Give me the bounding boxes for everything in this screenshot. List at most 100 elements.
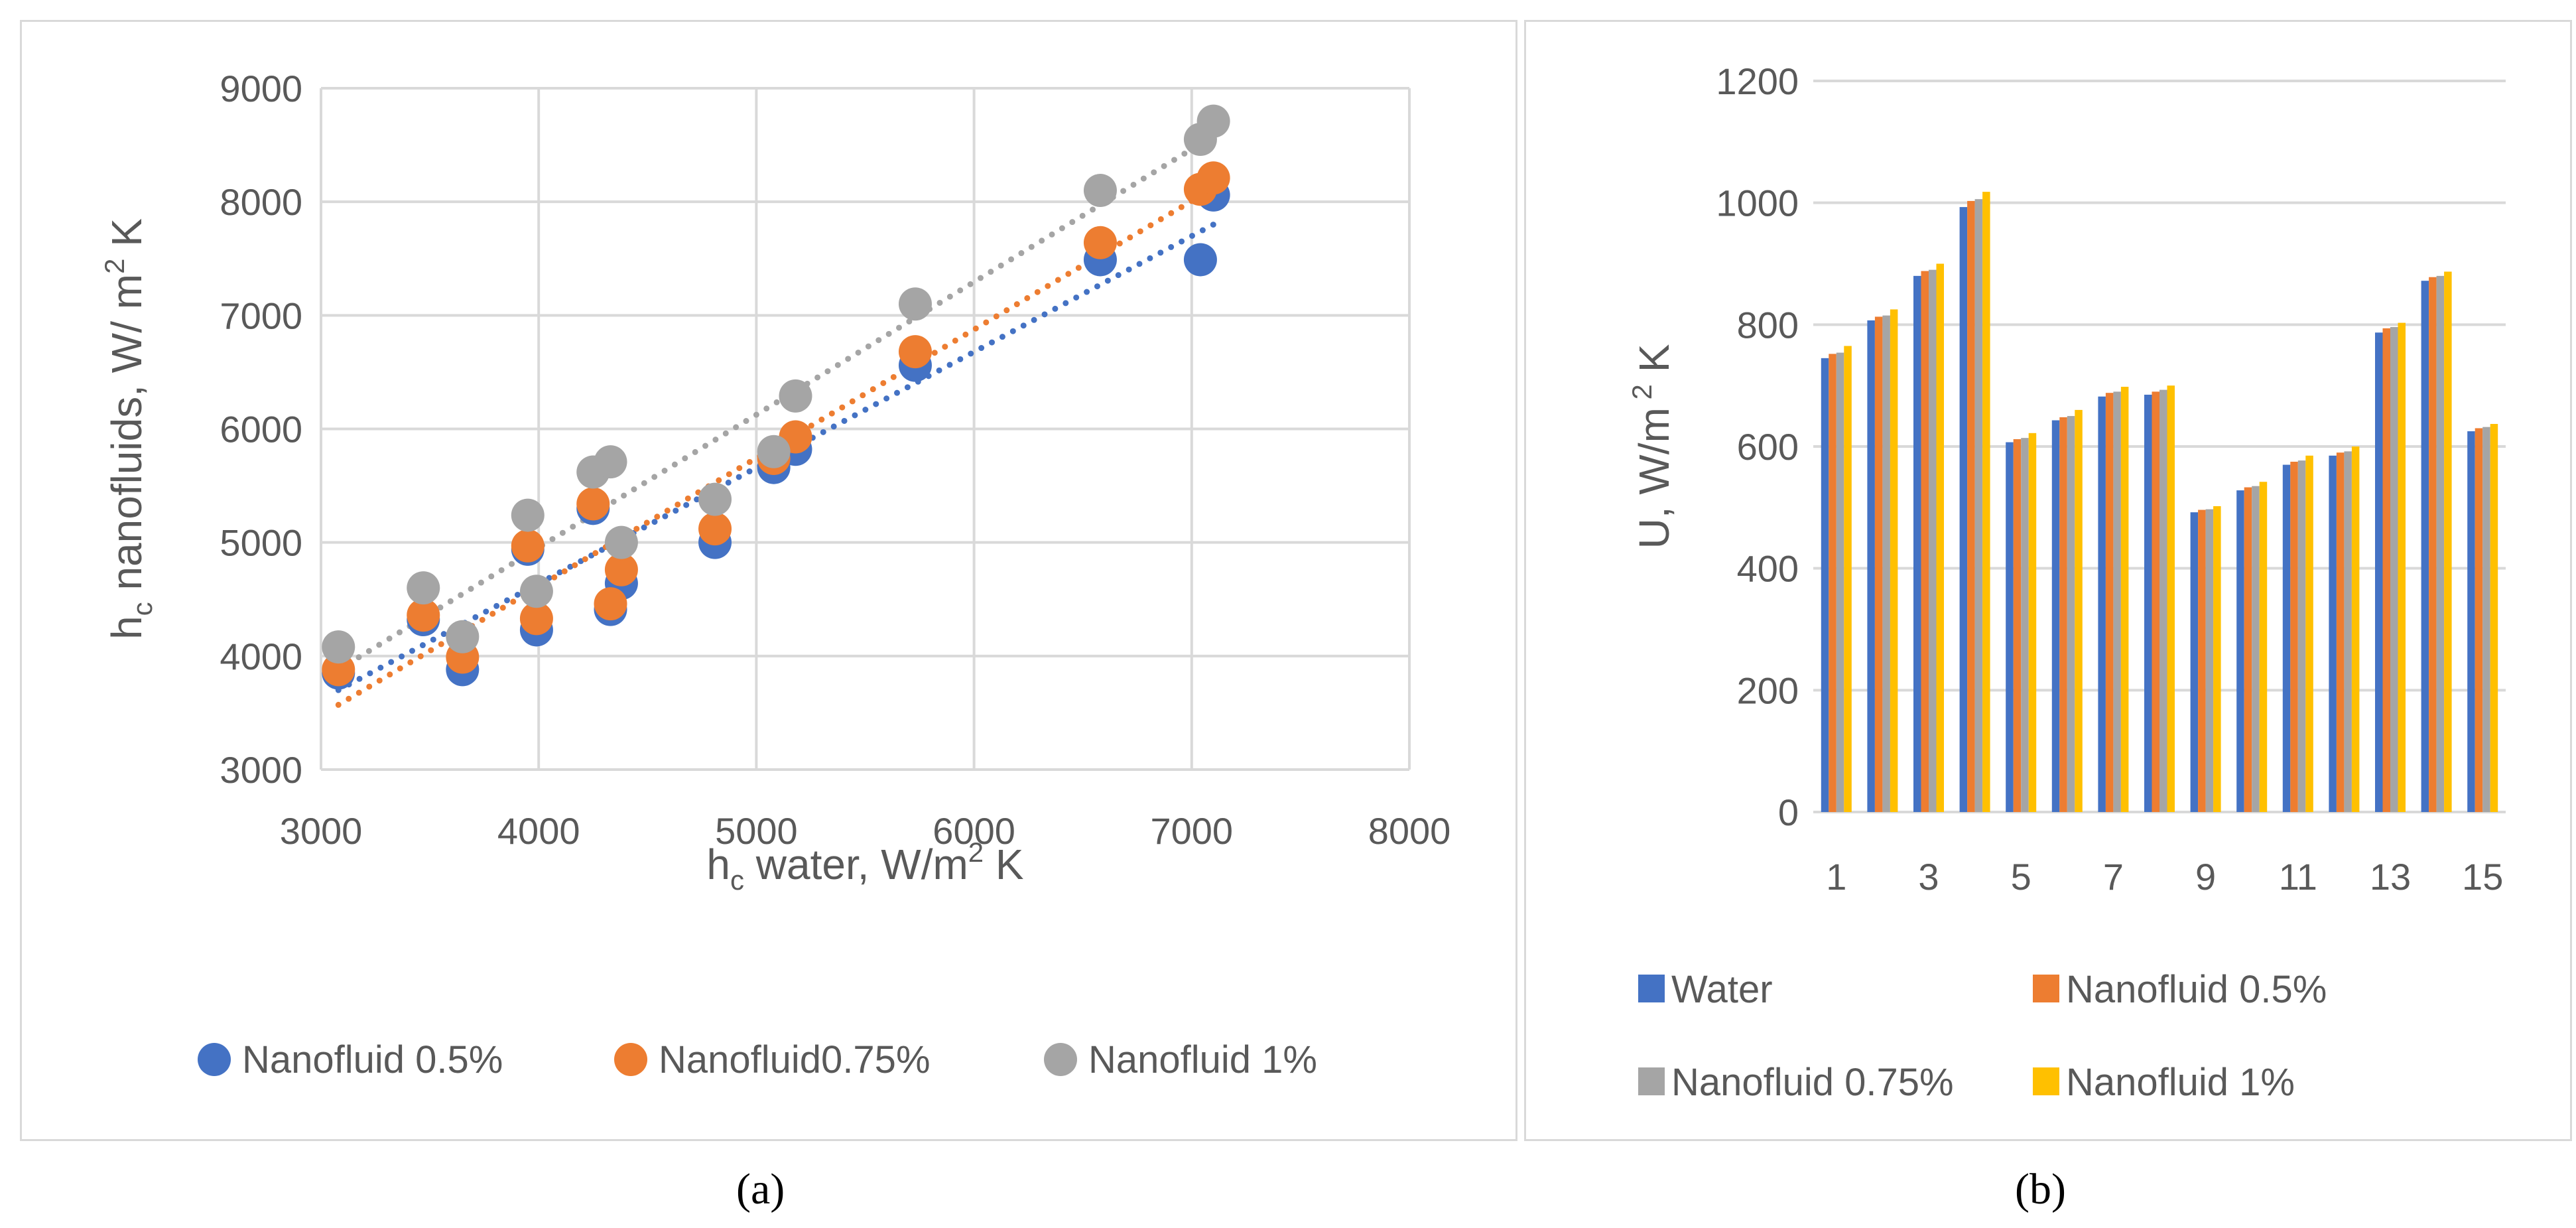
legend: Water Nanofluid 0.5% Nanofluid 0.75% Nanofl…	[1638, 968, 2327, 1104]
bar	[2475, 428, 2483, 812]
legend-marker	[614, 1043, 647, 1076]
bar	[2067, 416, 2075, 812]
caption-a: (a)	[736, 1164, 785, 1215]
legend-label: Nanofluid 0.5%	[2066, 968, 2327, 1011]
x-axis-title-tail: K	[984, 841, 1023, 888]
y-tick-label: 1000	[1716, 182, 1799, 224]
data-point	[407, 598, 440, 632]
legend-swatch	[2033, 975, 2059, 1002]
bar	[1929, 269, 1937, 812]
y-axis-title: hc nanofluids, W/ m2 K	[99, 218, 158, 640]
y-tick-label: 600	[1737, 426, 1799, 468]
bar	[2167, 385, 2175, 812]
x-axis-title-sub: c	[730, 864, 744, 896]
y-tick-label: 6000	[220, 409, 302, 450]
x-tick-label: 15	[2462, 856, 2503, 898]
x-axis-title: hc water, W/m2 K	[706, 837, 1023, 896]
bar	[1936, 263, 1944, 812]
bar	[1844, 346, 1852, 812]
trendline	[335, 133, 1217, 673]
bar	[1913, 275, 1921, 812]
data-point	[519, 575, 553, 608]
data-point	[779, 379, 812, 413]
caption-b-text: (b)	[2015, 1165, 2066, 1213]
bar	[2382, 328, 2390, 812]
y-tick-label: 3000	[220, 749, 302, 791]
bar	[1829, 354, 1836, 812]
data-point	[1083, 226, 1117, 259]
legend-label: Nanofluid 1%	[1088, 1038, 1317, 1081]
y-axis-title-sub: c	[127, 602, 158, 616]
bar	[2244, 487, 2252, 812]
x-tick-label: 8000	[1368, 810, 1451, 852]
data-point	[322, 630, 355, 664]
bar	[2159, 389, 2167, 812]
legend-label: Nanofluid0.75%	[659, 1038, 931, 1081]
data-point	[1183, 243, 1217, 277]
bar	[2236, 490, 2244, 812]
bar	[1982, 192, 1990, 812]
caption-b: (b)	[2015, 1164, 2066, 1215]
data-point	[576, 487, 610, 521]
bar	[1874, 316, 1883, 812]
bar	[2006, 442, 2014, 812]
data-point	[594, 445, 627, 479]
bar	[1974, 199, 1983, 812]
legend: Nanofluid 0.5% Nanofluid0.75% Nanofluid 1%	[198, 1038, 1317, 1081]
bar	[2105, 393, 2114, 812]
y-axis-title-main: h	[103, 616, 151, 640]
bar	[2444, 271, 2452, 812]
legend-swatch	[1638, 1067, 1665, 1095]
y-tick-label: 9000	[220, 68, 302, 109]
data-point	[1196, 161, 1230, 195]
x-tick-label: 9	[2195, 856, 2216, 898]
legend-label: Nanofluid 0.75%	[1671, 1061, 1954, 1104]
x-axis-title-main: h	[706, 841, 730, 888]
x-tick-label: 5000	[715, 810, 798, 852]
bar	[2252, 486, 2260, 812]
bars	[1821, 192, 2498, 813]
bar	[2351, 446, 2360, 812]
bar-chart-panel: 0 200 400 600 800 1000 1200 1 3 5 7 9 11 13 15 U, W/m 2…	[1524, 20, 2572, 1141]
data-point	[898, 335, 932, 369]
legend-label: Nanofluid 0.5%	[242, 1038, 503, 1081]
data-point	[1196, 104, 1230, 138]
bar	[1821, 358, 1829, 812]
bar	[2390, 327, 2398, 812]
bar	[2190, 512, 2199, 812]
legend-swatch	[2033, 1067, 2059, 1095]
data-point	[698, 512, 732, 546]
y-tick-label: 1200	[1716, 60, 1799, 102]
x-tick-label: 3000	[280, 810, 363, 852]
x-tick-label: 4000	[497, 810, 580, 852]
bar	[2344, 451, 2352, 812]
x-axis-title-sup: 2	[968, 837, 984, 868]
bar	[2198, 510, 2206, 812]
x-tick-label: 11	[2279, 856, 2317, 898]
legend-marker	[198, 1043, 231, 1076]
y-axis-title-tail: K	[1630, 344, 1678, 384]
gridlines	[320, 87, 1411, 771]
legend-swatch	[1638, 975, 1665, 1002]
x-axis-title-rest: water, W/m	[744, 841, 968, 888]
data-point	[898, 287, 932, 321]
bar	[2398, 322, 2406, 812]
bar	[2436, 275, 2445, 812]
y-tick-label: 5000	[220, 522, 302, 564]
y-axis-title-rest: nanofluids, W/ m	[103, 274, 151, 602]
bar	[2075, 409, 2083, 812]
data-points	[322, 104, 1230, 690]
x-tick-label: 5	[2011, 856, 2031, 898]
bar	[2144, 394, 2152, 812]
bar	[2205, 509, 2214, 812]
data-point	[604, 525, 638, 559]
y-axis-title-tail: K	[103, 218, 151, 258]
bar	[2305, 455, 2313, 812]
y-tick-label: 400	[1737, 548, 1799, 590]
x-tick-label: 7000	[1151, 810, 1234, 852]
data-point	[511, 529, 545, 563]
bar	[2282, 464, 2291, 812]
bar	[1867, 320, 1875, 812]
scatter-chart-svg: 3000 4000 5000 6000 7000 8000 9000 3000 4000 5000…	[99, 68, 1451, 1081]
data-point	[604, 553, 638, 586]
